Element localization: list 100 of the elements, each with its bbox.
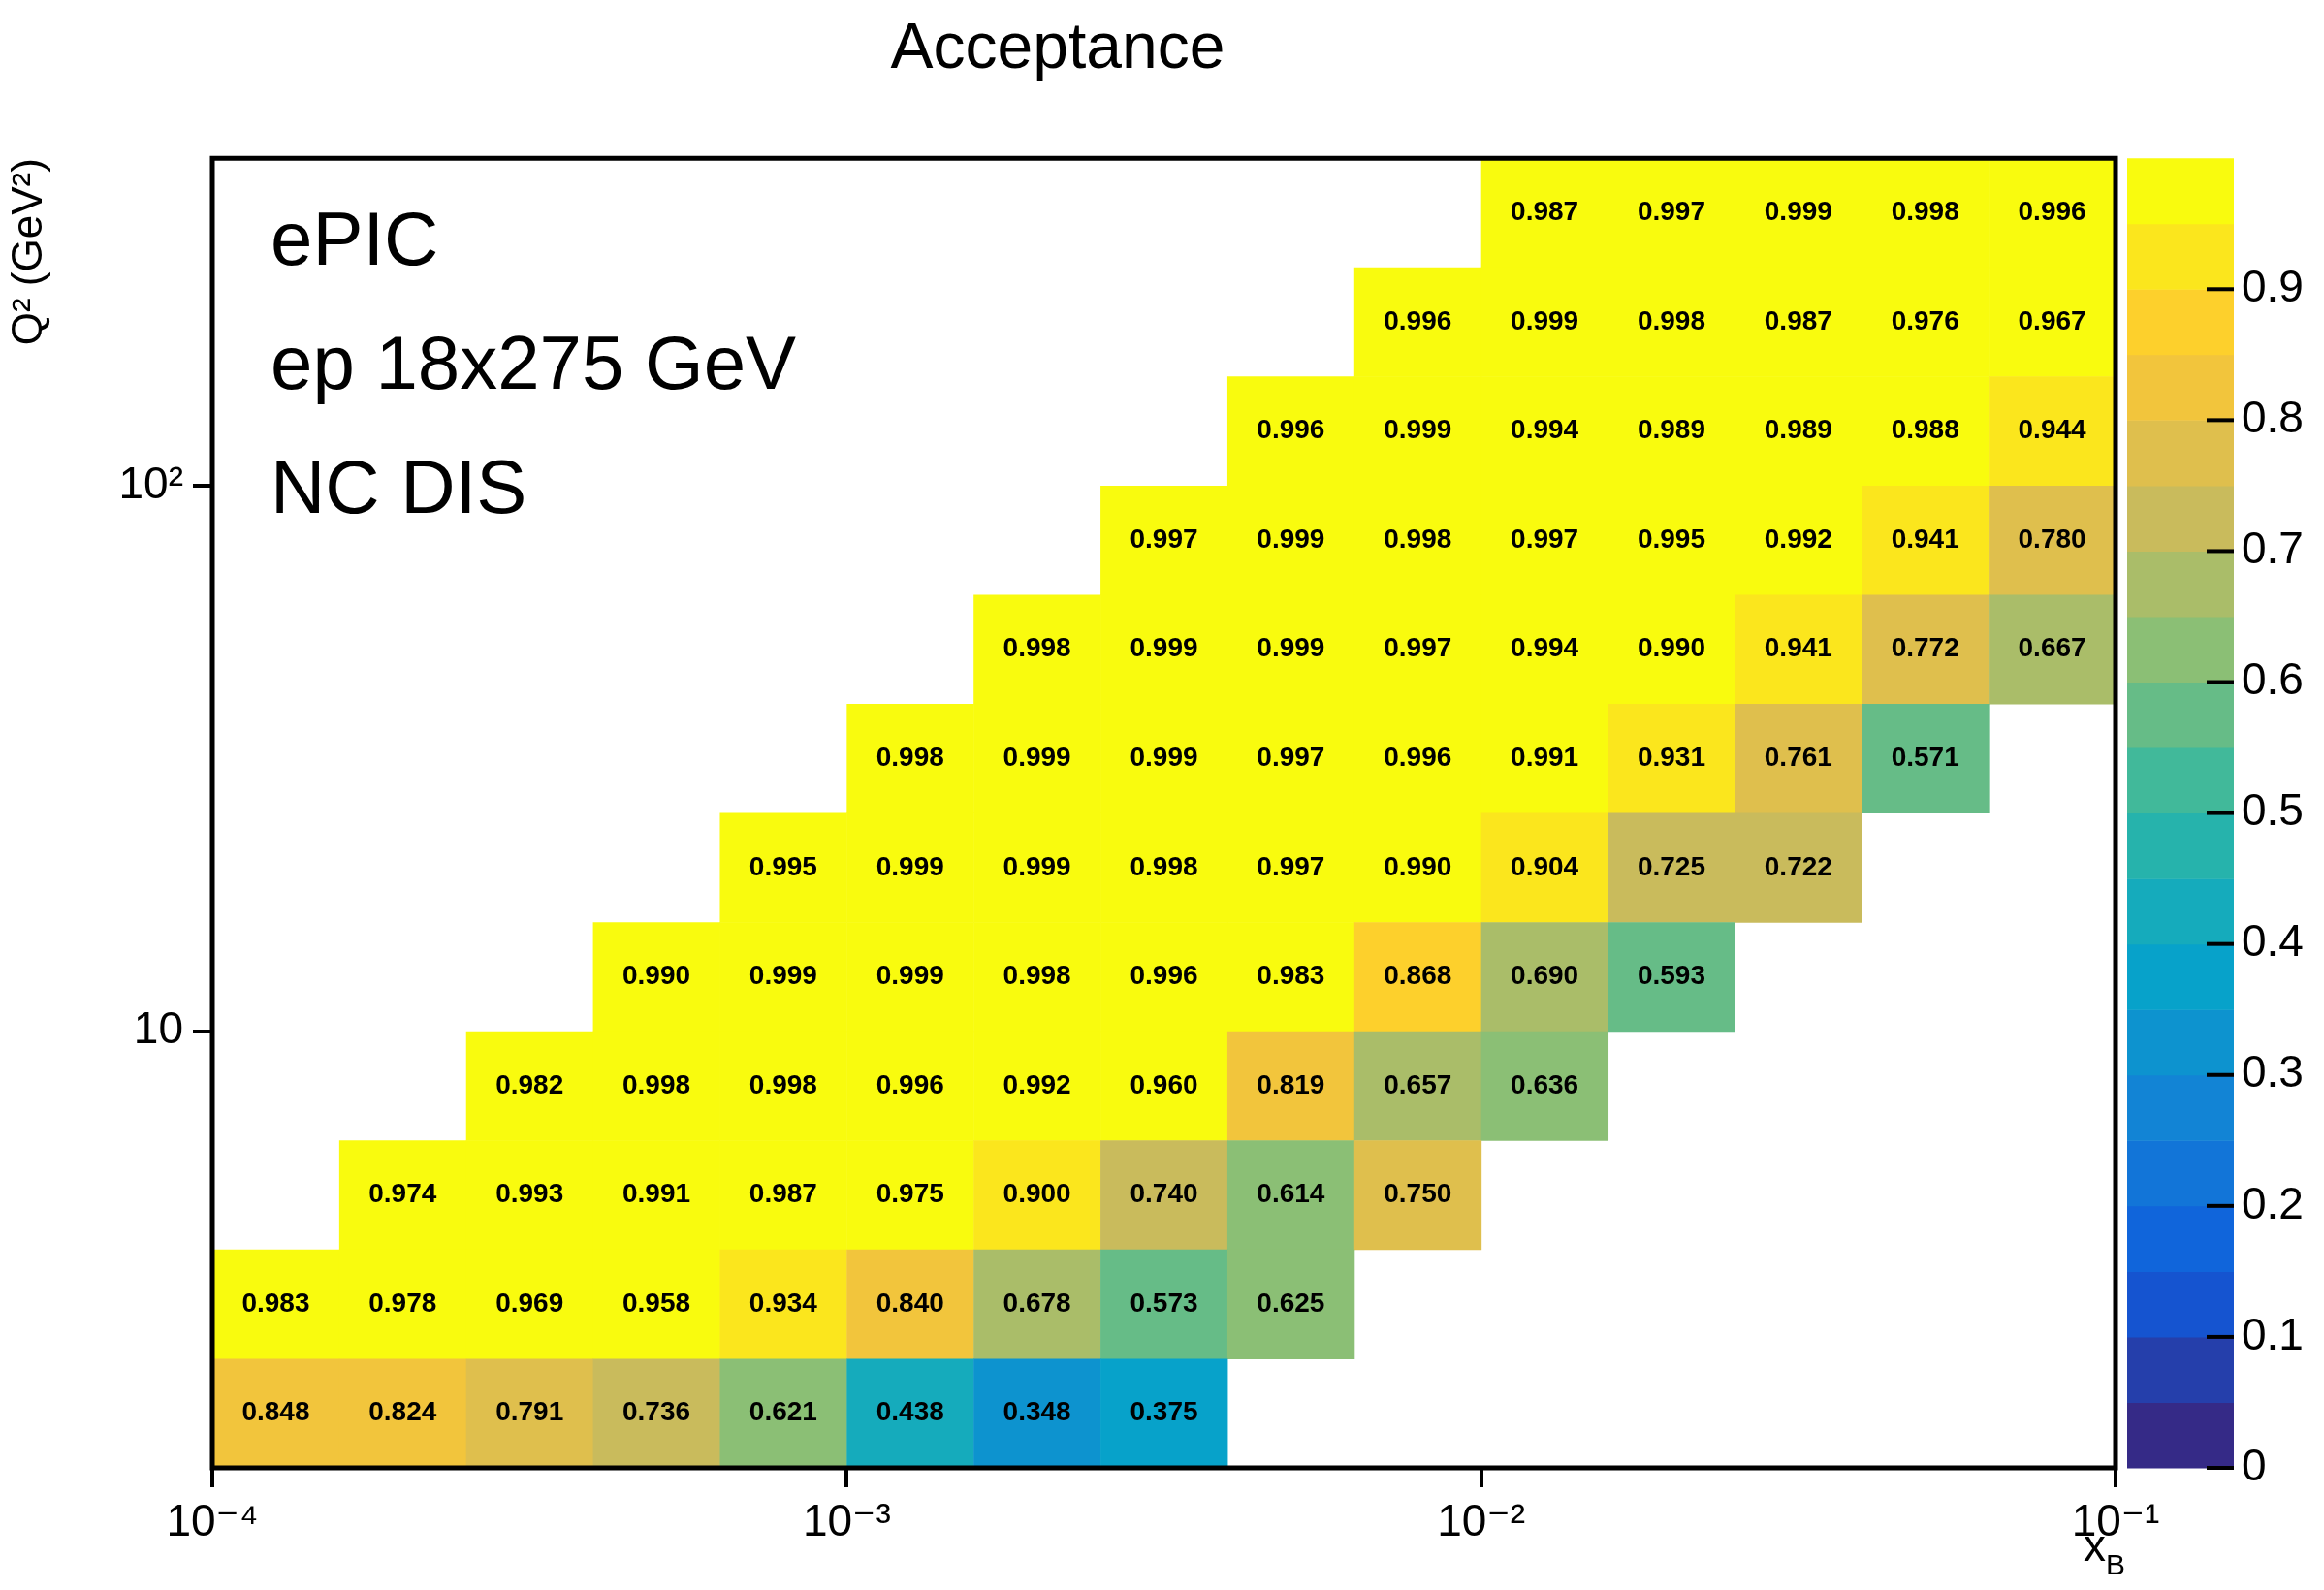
color-bar-label: 0.5: [2242, 784, 2304, 836]
data-label: 0.780: [2018, 523, 2086, 554]
data-label: 0.998: [1637, 304, 1706, 335]
data-label: 0.934: [748, 1287, 818, 1318]
data-label: 0.996: [875, 1068, 944, 1099]
data-label: 0.996: [1257, 414, 1325, 445]
data-label: 0.969: [495, 1287, 564, 1318]
data-label: 0.983: [1257, 960, 1325, 991]
data-label: 0.725: [1637, 850, 1706, 881]
data-label: 0.958: [621, 1287, 691, 1318]
color-bar-label: 0.7: [2242, 523, 2304, 574]
data-label: 0.982: [495, 1068, 564, 1099]
data-label: 0.994: [1511, 414, 1579, 445]
data-label: 0.987: [748, 1178, 817, 1209]
data-label: 0.998: [621, 1068, 691, 1099]
data-label: 0.840: [875, 1287, 944, 1318]
data-label: 0.987: [1511, 196, 1579, 227]
data-label: 0.772: [1891, 632, 1959, 663]
data-label: 0.997: [1257, 742, 1325, 773]
data-label: 0.989: [1764, 414, 1832, 445]
data-label: 0.999: [1511, 304, 1579, 335]
data-label: 0.931: [1637, 742, 1706, 773]
color-bar-label: 0.6: [2242, 653, 2304, 705]
data-label: 0.992: [1003, 1068, 1071, 1099]
data-label: 0.740: [1130, 1178, 1198, 1209]
data-label: 0.991: [621, 1178, 691, 1209]
data-label: 0.990: [1637, 632, 1706, 663]
data-label: 0.941: [1764, 632, 1832, 663]
data-label: 0.824: [368, 1396, 437, 1427]
color-bar-label: 0.2: [2242, 1177, 2304, 1228]
x-tick-label: 10⁻³: [802, 1495, 891, 1546]
data-label: 0.998: [1003, 960, 1071, 991]
data-label: 0.999: [1384, 414, 1452, 445]
data-label: 0.995: [748, 850, 817, 881]
data-label: 0.678: [1003, 1287, 1071, 1318]
y-axis-title: Q² (GeV²): [2, 158, 50, 346]
data-label: 0.819: [1257, 1068, 1325, 1099]
data-label: 0.997: [1257, 850, 1325, 881]
color-bar-label: 0.4: [2242, 915, 2304, 967]
data-label: 0.736: [621, 1396, 691, 1427]
data-label: 0.944: [2018, 414, 2087, 445]
data-label: 0.593: [1637, 960, 1706, 991]
annotation: NC DIS: [271, 444, 527, 530]
data-label: 0.988: [1891, 414, 1959, 445]
data-label: 0.573: [1130, 1287, 1198, 1318]
data-label: 0.997: [1511, 523, 1579, 554]
data-label: 0.848: [241, 1396, 310, 1427]
data-label: 0.989: [1637, 414, 1706, 445]
data-label: 0.750: [1384, 1178, 1452, 1209]
color-bar-label: 0.3: [2242, 1046, 2304, 1097]
color-bar-label: 0.1: [2242, 1308, 2304, 1359]
data-label: 0.994: [1511, 632, 1579, 663]
data-label: 0.998: [1003, 632, 1071, 663]
data-label: 0.996: [2018, 196, 2086, 227]
data-label: 0.999: [1257, 632, 1325, 663]
data-label: 0.999: [1257, 523, 1325, 554]
data-label: 0.999: [748, 960, 817, 991]
data-label: 0.348: [1003, 1396, 1071, 1427]
data-label: 0.998: [748, 1068, 817, 1099]
data-label: 0.690: [1511, 960, 1579, 991]
annotation: ep 18x275 GeV: [271, 320, 797, 406]
x-tick-label: 10⁻⁴: [166, 1495, 259, 1546]
data-label: 0.999: [1764, 196, 1832, 227]
color-bar-label: 0.8: [2242, 392, 2304, 443]
data-label: 0.998: [1891, 196, 1959, 227]
data-label: 0.657: [1384, 1068, 1452, 1099]
data-label: 0.993: [495, 1178, 564, 1209]
data-label: 0.998: [875, 742, 944, 773]
data-label: 0.978: [368, 1287, 437, 1318]
data-label: 0.998: [1130, 850, 1198, 881]
data-label: 0.761: [1764, 742, 1832, 773]
data-label: 0.791: [495, 1396, 564, 1427]
data-label: 0.967: [2018, 304, 2086, 335]
y-tick-label: 10²: [118, 457, 183, 508]
data-label: 0.941: [1891, 523, 1959, 554]
data-label: 0.614: [1257, 1178, 1325, 1209]
y-tick-label: 10: [133, 1002, 183, 1054]
data-label: 0.667: [2018, 632, 2086, 663]
data-label: 0.999: [1003, 850, 1071, 881]
data-label: 0.960: [1130, 1068, 1198, 1099]
data-label: 0.996: [1130, 960, 1198, 991]
data-label: 0.975: [875, 1178, 944, 1209]
data-label: 0.990: [1384, 850, 1452, 881]
x-tick-label: 10⁻²: [1437, 1495, 1526, 1546]
data-label: 0.621: [748, 1396, 817, 1427]
data-label: 0.995: [1637, 523, 1706, 554]
data-label: 0.974: [368, 1178, 437, 1209]
data-label: 0.992: [1764, 523, 1832, 554]
data-label: 0.997: [1130, 523, 1198, 554]
color-bar-label: 0.9: [2242, 260, 2304, 311]
data-label: 0.999: [875, 850, 944, 881]
annotation: ePIC: [271, 196, 439, 282]
data-label: 0.438: [875, 1396, 944, 1427]
data-label: 0.375: [1130, 1396, 1198, 1427]
data-label: 0.976: [1891, 304, 1959, 335]
data-label: 0.868: [1384, 960, 1452, 991]
data-label: 0.990: [621, 960, 691, 991]
data-label: 0.900: [1003, 1178, 1071, 1209]
data-label: 0.996: [1384, 304, 1452, 335]
data-label: 0.998: [1384, 523, 1452, 554]
